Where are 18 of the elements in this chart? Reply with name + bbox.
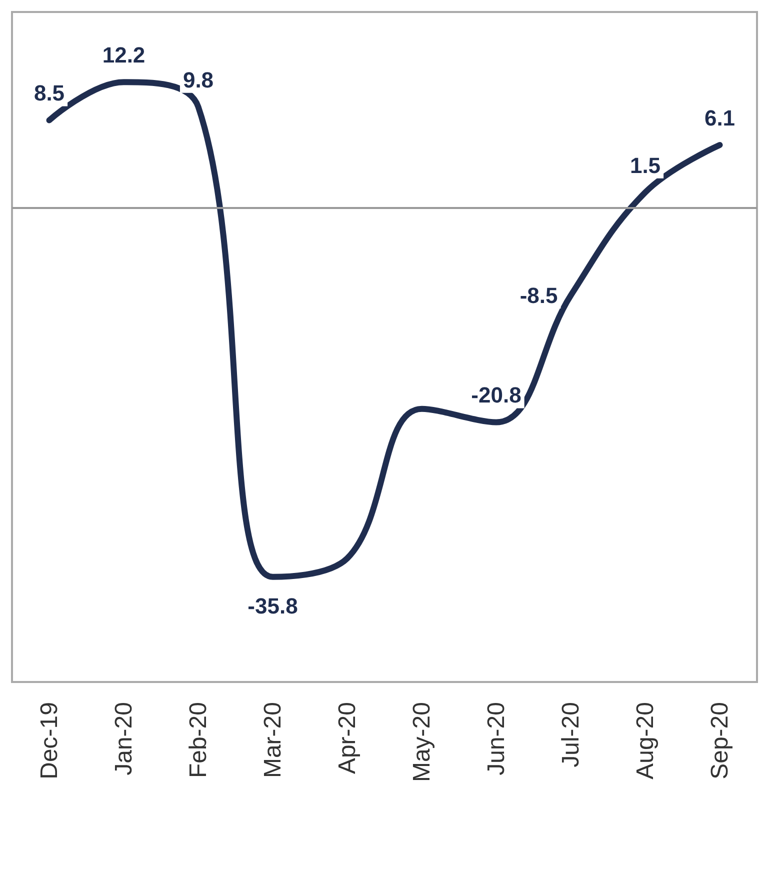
- data-label: 9.8: [182, 67, 214, 92]
- x-tick-label: Mar-20: [259, 702, 286, 778]
- data-label: -20.8: [471, 382, 522, 408]
- x-tick-label: Feb-20: [184, 702, 212, 778]
- x-tick-label: Jul-20: [557, 702, 584, 768]
- data-label: 1.5: [630, 152, 661, 178]
- data-label: -8.5: [520, 282, 558, 308]
- x-tick-label: Sep-20: [706, 702, 734, 780]
- data-label: 12.2: [102, 42, 146, 68]
- x-tick-label: May-20: [408, 702, 436, 782]
- data-label: 8.5: [34, 80, 65, 106]
- x-tick-label: Dec-19: [36, 702, 63, 780]
- x-tick-label: Aug-20: [632, 702, 659, 780]
- x-tick-label: Jan-20: [110, 702, 138, 776]
- x-tick-label: Apr-20: [334, 702, 361, 774]
- data-label: -35.8: [248, 593, 298, 618]
- x-tick-label: Jun-20: [482, 702, 510, 776]
- data-label: 6.1: [704, 105, 736, 130]
